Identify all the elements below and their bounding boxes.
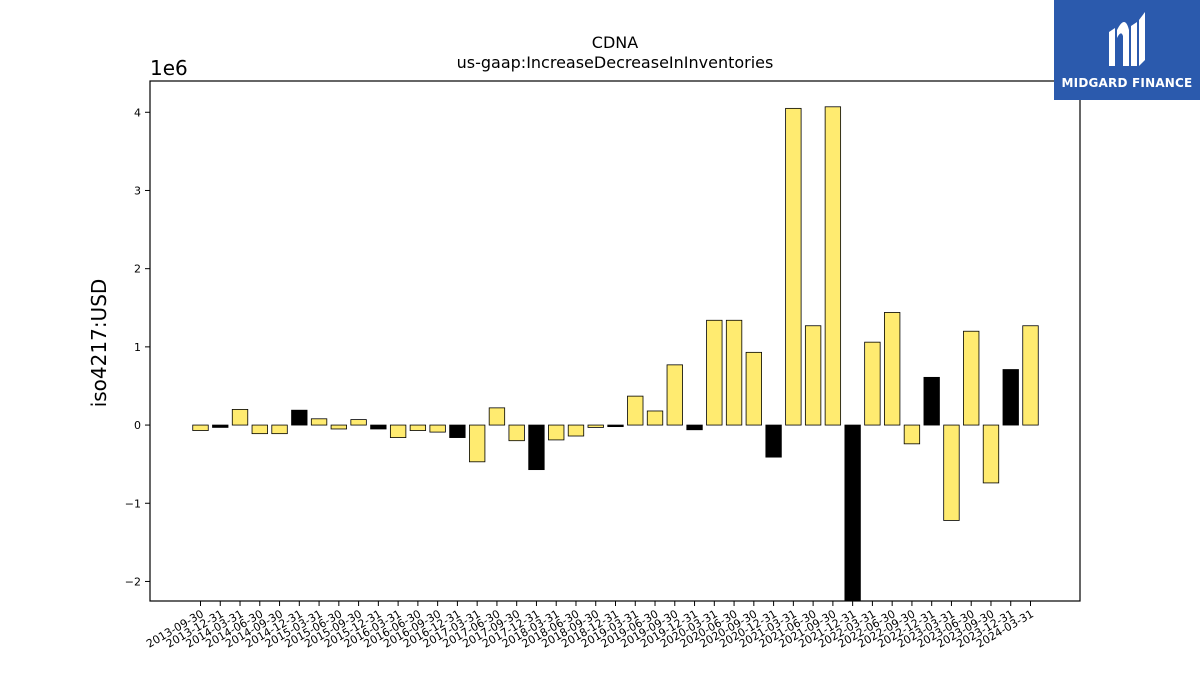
plot-frame — [149, 80, 1081, 602]
bar — [765, 424, 782, 458]
bar — [785, 107, 802, 426]
bar — [528, 424, 545, 471]
bar — [884, 312, 901, 426]
bar — [706, 319, 723, 426]
bar — [943, 424, 960, 521]
y-tick-label: 0 — [134, 419, 141, 432]
bar — [409, 424, 427, 431]
bar — [804, 325, 822, 426]
bar — [1022, 325, 1039, 426]
bar — [389, 424, 407, 438]
bar — [310, 418, 328, 426]
x-axis-ticks: 2013-09-302013-12-312014-03-312014-06-30… — [144, 601, 1036, 651]
bar — [548, 424, 565, 441]
bar — [686, 424, 703, 431]
bar-group — [192, 106, 1039, 601]
bar — [864, 341, 881, 426]
bar — [350, 419, 367, 426]
bar — [330, 424, 347, 430]
y-tick-label: 3 — [134, 184, 141, 197]
bar — [567, 424, 585, 437]
bar — [745, 351, 762, 426]
chart-title: CDNA — [592, 33, 638, 52]
y-tick-label: 4 — [134, 106, 141, 119]
bar — [488, 407, 506, 426]
y-tick-label: −2 — [125, 575, 141, 588]
bar — [251, 424, 268, 435]
bar — [824, 106, 842, 426]
y-tick-label: −1 — [125, 497, 141, 510]
bar — [370, 424, 387, 430]
bar — [508, 424, 525, 442]
bar — [963, 330, 980, 426]
y-axis-ticks: −2 −1 0 1 2 3 4 — [125, 106, 150, 588]
bar — [666, 364, 683, 426]
y-offset-label: 1e6 — [150, 56, 188, 80]
logo-text: MIDGARD FINANCE — [1061, 76, 1193, 90]
y-tick-label: 1 — [134, 341, 141, 354]
bar — [291, 409, 308, 426]
bar — [923, 376, 940, 426]
y-axis-label: iso4217:USD — [87, 279, 111, 408]
bar — [271, 424, 288, 435]
bar — [587, 424, 604, 428]
bar — [627, 395, 644, 426]
brand-logo: MIDGARD FINANCE — [1054, 0, 1200, 100]
bar — [1002, 369, 1019, 426]
bar — [982, 424, 1000, 484]
bar — [725, 319, 743, 426]
bar — [231, 409, 249, 426]
y-tick-label: 2 — [134, 263, 141, 276]
bar — [607, 424, 624, 428]
bar — [469, 424, 486, 463]
bar — [192, 424, 209, 431]
midgard-logo-icon — [1109, 12, 1145, 66]
bar — [646, 410, 664, 426]
chart-subtitle: us-gaap:IncreaseDecreaseInInventories — [457, 53, 774, 72]
bar — [844, 424, 861, 601]
bar — [903, 424, 921, 445]
bar — [449, 424, 466, 438]
bar — [429, 424, 446, 433]
bar — [212, 424, 229, 428]
